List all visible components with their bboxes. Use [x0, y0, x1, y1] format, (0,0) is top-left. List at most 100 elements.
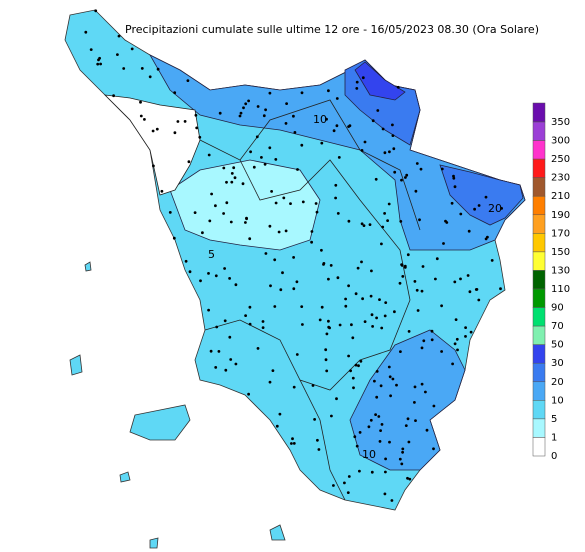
station-dot [324, 358, 328, 362]
station-dot [207, 272, 210, 275]
station-dot [209, 349, 213, 353]
legend-swatch [532, 400, 546, 420]
station-dot [255, 135, 259, 139]
station-dot [334, 196, 337, 200]
legend-swatch [532, 102, 546, 123]
station-dot [239, 111, 243, 115]
station-dot [217, 350, 221, 353]
station-dot [214, 366, 218, 369]
station-dot [422, 339, 426, 343]
station-dot [391, 123, 394, 127]
station-dot [418, 218, 421, 222]
station-dot [358, 469, 361, 473]
station-dot [84, 30, 88, 34]
station-dot [360, 149, 364, 152]
station-dot [398, 281, 402, 285]
station-dot [440, 167, 444, 171]
station-dot [172, 236, 176, 240]
station-dot [234, 283, 238, 287]
station-dot [338, 323, 342, 327]
station-dot [268, 224, 272, 228]
station-dot [244, 314, 248, 317]
station-dot [500, 207, 503, 210]
station-dot [459, 277, 462, 281]
legend-swatch [532, 251, 546, 271]
station-dot [406, 417, 410, 421]
station-dot [148, 75, 152, 79]
station-dot [112, 94, 115, 98]
legend-label: 90 [551, 303, 564, 314]
station-dot [99, 62, 102, 66]
station-dot [347, 284, 350, 288]
station-dot [413, 280, 417, 283]
station-dot [347, 354, 350, 358]
station-dot [329, 264, 333, 267]
station-dot [173, 91, 177, 95]
station-dot [248, 322, 252, 326]
station-dot [207, 308, 211, 312]
station-dot [316, 438, 319, 442]
station-dot [442, 242, 445, 245]
station-dot [374, 413, 377, 416]
station-dot [374, 177, 378, 181]
station-dot [347, 475, 351, 478]
station-dot [292, 385, 296, 389]
station-dot [375, 370, 379, 373]
station-dot [453, 280, 457, 284]
station-dot [399, 350, 402, 353]
station-dot [389, 394, 392, 398]
station-dot [452, 176, 456, 180]
station-dot [440, 350, 443, 353]
station-dot [296, 168, 299, 171]
station-dot [414, 419, 417, 422]
station-dot [327, 277, 330, 281]
station-dot [474, 288, 478, 291]
station-dot [116, 53, 119, 56]
station-dot [432, 404, 436, 408]
station-dot [416, 309, 420, 312]
station-dot [325, 332, 329, 336]
station-dot [322, 262, 326, 265]
station-dot [355, 80, 359, 84]
station-dot [379, 384, 383, 388]
station-dot [420, 382, 424, 386]
station-dot [233, 176, 237, 180]
station-dot [230, 172, 234, 175]
station-dot [151, 129, 155, 133]
legend-swatch [532, 140, 546, 160]
station-dot [284, 229, 288, 233]
station-dot [214, 274, 218, 278]
station-dot [295, 353, 299, 356]
map-title: Precipitazioni cumulate sulle ultime 12 … [125, 23, 539, 36]
station-dot [330, 414, 333, 418]
station-dot [310, 240, 313, 244]
station-dot [225, 201, 229, 205]
station-dot [208, 219, 212, 223]
station-dot [293, 131, 297, 134]
station-dot [337, 156, 341, 159]
station-dot [353, 435, 357, 439]
station-dot [335, 397, 338, 401]
station-dot [432, 447, 435, 451]
station-dot [291, 437, 294, 441]
station-dot [315, 210, 319, 214]
station-dot [279, 288, 283, 292]
station-dot [143, 118, 146, 121]
station-dot [89, 48, 93, 51]
station-dot [384, 470, 387, 474]
station-dot [351, 336, 355, 340]
legend-swatch [532, 214, 546, 234]
station-dot [406, 476, 409, 480]
station-dot [375, 395, 379, 399]
station-dot [349, 369, 352, 373]
station-dot [413, 385, 417, 389]
station-dot [284, 122, 288, 125]
station-dot [117, 34, 121, 38]
station-dot [256, 347, 260, 350]
station-dot [380, 423, 384, 426]
station-dot [248, 237, 252, 241]
station-dot [370, 313, 374, 317]
station-dot [247, 99, 251, 103]
station-dot [444, 219, 447, 223]
station-dot [381, 225, 385, 229]
